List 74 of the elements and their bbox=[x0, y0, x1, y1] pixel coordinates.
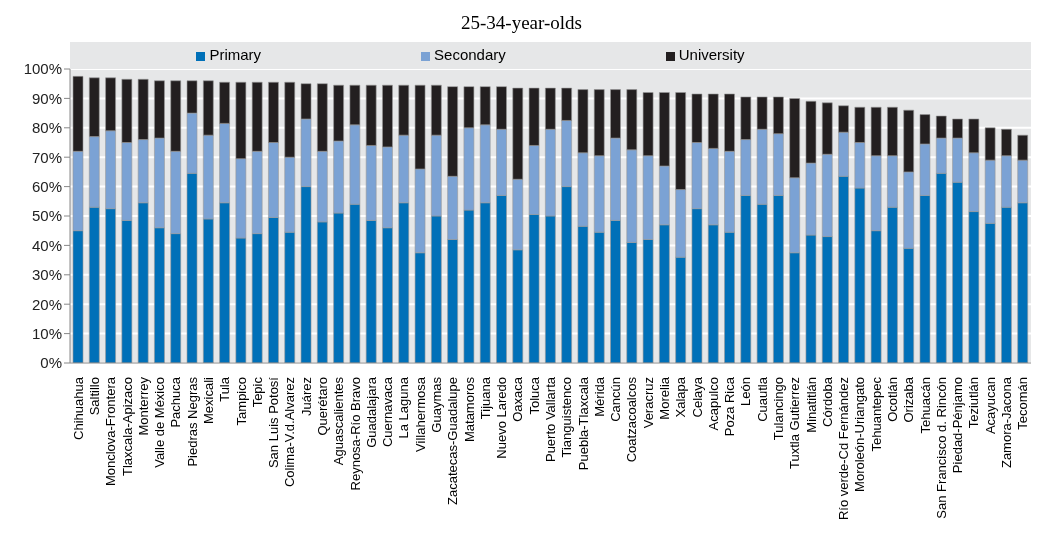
x-tick-label: Morelia bbox=[657, 376, 673, 420]
x-tick-label: Cuernavaca bbox=[380, 376, 396, 448]
x-tick-label: Zamora-Jacona bbox=[999, 376, 1015, 469]
x-tick-label: Valle de México bbox=[152, 377, 168, 468]
x-tick-label: Río verde-Cd Fernández bbox=[836, 377, 852, 521]
y-tick-label: 100% bbox=[23, 60, 62, 78]
x-tick-label: Tuxtla Gutierrez bbox=[787, 377, 803, 469]
x-tick-label: Villahermosa bbox=[412, 376, 428, 452]
x-tick-label: Aguascalientes bbox=[331, 376, 347, 466]
x-tick-label: Piedad-Pénjamo bbox=[950, 377, 966, 474]
chart-title: 25-34-year-olds bbox=[460, 11, 583, 35]
x-tick-label: Minatitlán bbox=[803, 377, 819, 433]
x-tick-label: Tianguistenco bbox=[559, 377, 575, 458]
x-tick-label: Colima-V.d.Alvarez bbox=[282, 377, 298, 488]
x-tick-label: Teziutlán bbox=[966, 377, 982, 429]
x-tick-label: Veracruz bbox=[640, 377, 656, 429]
y-tick-label: 80% bbox=[31, 119, 62, 137]
x-tick-label: Celaya bbox=[689, 376, 705, 418]
y-tick-label: 60% bbox=[31, 177, 62, 195]
x-tick-label: Córdoba bbox=[819, 376, 835, 427]
x-tick-label: Mexicali bbox=[200, 376, 216, 424]
x-tick-label: Orizaba bbox=[901, 376, 917, 423]
x-tick-label: San Luis Potosí bbox=[266, 376, 282, 469]
x-tick-label: Mérida bbox=[591, 376, 607, 417]
y-tick-label: 50% bbox=[31, 207, 62, 225]
x-tick-label: Juárez bbox=[298, 377, 314, 417]
x-tick-label: Moroleón-Uriangato bbox=[852, 377, 868, 492]
x-tick-label: Cancún bbox=[608, 377, 624, 422]
x-tick-label: Pachuca bbox=[168, 376, 184, 428]
x-tick-label: Guadalajara bbox=[363, 376, 379, 448]
y-tick-label: 90% bbox=[31, 89, 62, 107]
x-tick-label: Tampico bbox=[233, 377, 249, 426]
x-tick-label: Zacatecas-Guadalupe bbox=[445, 377, 461, 505]
x-tick-label: Puerto Vallarta bbox=[543, 376, 558, 463]
y-tick-label: 0% bbox=[40, 354, 62, 372]
legend-label: Secondary bbox=[434, 46, 506, 63]
y-tick-label: 20% bbox=[31, 295, 62, 313]
x-tick-label: Oaxaca bbox=[510, 376, 526, 422]
x-tick-label: Matamoros bbox=[461, 376, 477, 443]
x-tick-label: León bbox=[738, 377, 754, 406]
x-tick-label: Chihuahua bbox=[70, 376, 86, 440]
x-tick-label: Acayucan bbox=[982, 377, 998, 435]
x-tick-label: San Francisco d. Rincón bbox=[933, 377, 949, 519]
x-tick-label: Tecomán bbox=[1015, 377, 1031, 430]
x-tick-label: Reynosa-Río Bravo bbox=[347, 377, 363, 491]
x-tick-label: Monterrey bbox=[135, 376, 151, 436]
legend-label: University bbox=[678, 46, 745, 63]
x-tick-label: Tijuana bbox=[477, 376, 493, 420]
x-tick-label: La Laguna bbox=[396, 376, 412, 439]
x-tick-label: Tehuantepec bbox=[868, 376, 884, 452]
x-tick-label: Tlaxcala-Apizaco bbox=[119, 377, 135, 476]
x-tick-label: Poza Rica bbox=[722, 376, 738, 437]
y-tick-label: 40% bbox=[31, 236, 62, 254]
legend-label: Primary bbox=[209, 46, 262, 63]
x-tick-label: Xalapa bbox=[673, 376, 689, 418]
y-tick-label: 30% bbox=[31, 266, 62, 284]
x-tick-label: Tepic bbox=[249, 376, 265, 408]
x-tick-label: Ocotlán bbox=[885, 377, 901, 422]
x-tick-label: Saltillo bbox=[86, 377, 102, 416]
x-tick-label: Toluca bbox=[526, 376, 542, 415]
x-tick-label: Tehuacán bbox=[917, 377, 933, 434]
x-tick-label: Tula bbox=[217, 376, 233, 402]
y-tick-label: 70% bbox=[31, 148, 62, 166]
x-tick-label: Coatzacoalcos bbox=[624, 376, 640, 463]
x-tick-label: Nuevo Laredo bbox=[494, 377, 510, 459]
y-tick-label: 10% bbox=[31, 324, 62, 342]
x-tick-label: Monclova-Frontera bbox=[103, 376, 119, 487]
x-tick-label: Piedras Negras bbox=[184, 376, 200, 467]
x-tick-label: Puebla-Tlaxcala bbox=[575, 376, 591, 471]
x-tick-label: Cuautla bbox=[754, 376, 770, 422]
x-tick-label: Acapulco bbox=[705, 377, 721, 431]
x-tick-label: Guaymas bbox=[428, 376, 444, 433]
x-tick-label: Querétaro bbox=[314, 377, 330, 436]
x-tick-label: Tulancingo bbox=[771, 377, 787, 441]
